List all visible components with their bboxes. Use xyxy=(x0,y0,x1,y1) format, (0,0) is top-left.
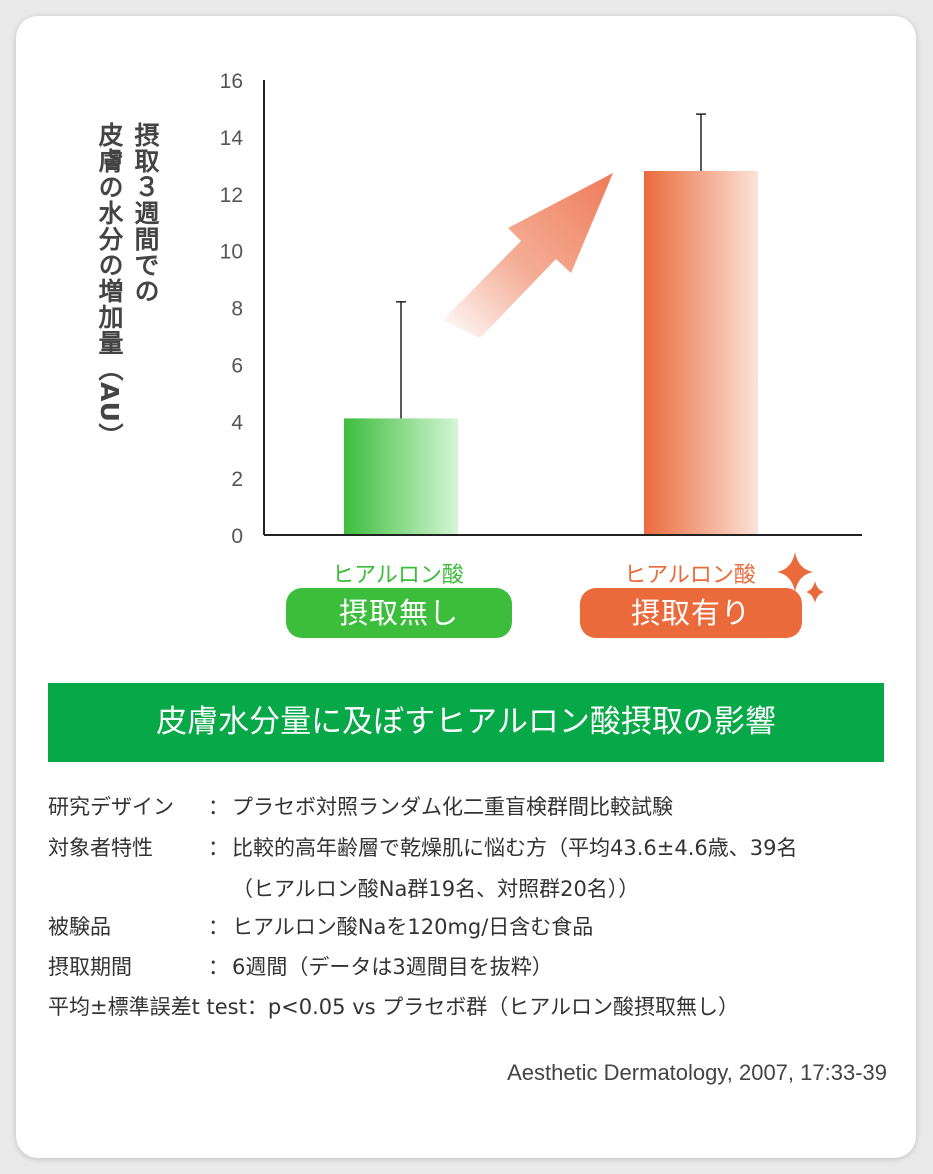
chart-title-banner: 皮膚水分量に及ぼすヒアルロン酸摂取の影響 xyxy=(48,683,884,762)
y-tick-label: 12 xyxy=(220,184,243,207)
colon: ： xyxy=(208,915,229,939)
product-label: 被験品 xyxy=(48,915,111,939)
increase-arrow xyxy=(443,173,613,338)
y-axis-label-line-1: 摂取３週間での xyxy=(131,122,160,304)
stats-text: 平均±標準誤差t test：p<0.05 vs プラセボ群（ヒアルロン酸摂取無し… xyxy=(48,995,740,1019)
figure-card xyxy=(16,16,916,1158)
sparkle-icon xyxy=(777,552,813,592)
y-tick-label: 2 xyxy=(231,468,243,491)
sparkle-small-icon xyxy=(806,581,824,603)
colon: ： xyxy=(208,836,229,860)
product-value: ヒアルロン酸Naを120mg/日含む食品 xyxy=(232,915,594,939)
category-1-badge: 摂取無し xyxy=(286,588,512,638)
bar-2 xyxy=(644,171,758,535)
colon: ： xyxy=(208,955,229,979)
category-2-badge: 摂取有り xyxy=(580,588,802,638)
colon: ： xyxy=(208,795,229,819)
category-1-sublabel: ヒアルロン酸 xyxy=(332,563,464,588)
subjects-value-2: （ヒアルロン酸Na群19名、対照群20名）） xyxy=(232,877,640,901)
y-tick-label: 14 xyxy=(220,127,244,150)
bar-chart: 0 2 4 6 8 10 12 14 16 xyxy=(220,70,862,603)
y-tick-label: 4 xyxy=(231,411,243,434)
y-tick-label: 10 xyxy=(220,241,243,264)
citation: Aesthetic Dermatology, 2007, 17:33-39 xyxy=(507,1060,887,1085)
y-tick-label: 0 xyxy=(231,525,243,548)
study-design-label: 研究デザイン xyxy=(48,795,174,819)
y-tick-label: 6 xyxy=(231,354,243,377)
subjects-value: 比較的高年齢層で乾燥肌に悩む方（平均43.6±4.6歳、39名 xyxy=(232,836,798,860)
period-label: 摂取期間 xyxy=(48,955,132,979)
bar-1 xyxy=(344,418,458,535)
subjects-label: 対象者特性 xyxy=(48,836,153,860)
category-2-sublabel: ヒアルロン酸 xyxy=(624,563,756,588)
study-design-value: プラセボ対照ランダム化二重盲検群間比較試験 xyxy=(232,795,673,819)
y-axis-label-line-2: 皮膚の水分の増加量（AU） xyxy=(95,122,124,449)
y-tick-label: 16 xyxy=(220,70,243,93)
y-tick-label: 8 xyxy=(231,298,243,321)
period-value: 6週間（データは3週間目を抜粋） xyxy=(232,955,553,979)
